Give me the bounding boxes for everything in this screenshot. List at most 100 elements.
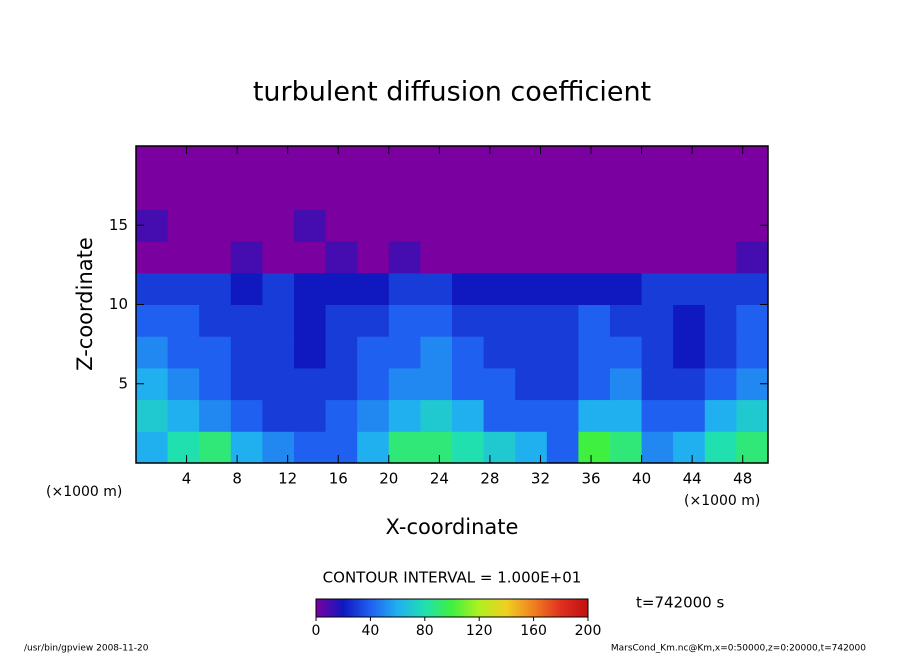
heat-cell [610,367,643,401]
x-tick-label: 48 [733,470,752,488]
heat-cell [357,367,390,401]
chart-title: turbulent diffusion coefficient [253,77,651,108]
heat-cell [199,367,232,401]
heat-cell [578,304,611,337]
footer-left: /usr/bin/gpview 2008-11-20 [24,644,149,654]
heat-cell [578,272,611,305]
heat-cell [388,336,421,369]
heat-cell [262,431,295,464]
heat-cell [325,272,358,305]
x-tick-label: 12 [278,470,297,488]
heat-cell [199,146,232,179]
heat-cell [515,399,548,432]
heat-cell [515,272,548,305]
heat-cell [641,336,674,369]
heat-cell [357,146,390,179]
heat-cell [136,399,169,432]
heat-cell [294,336,327,369]
heat-cell [294,272,327,305]
heat-cell [262,336,295,369]
heat-cell [483,146,516,179]
heat-cell [452,336,485,369]
heat-cell [357,177,390,210]
heat-cell [578,177,611,210]
heat-cell [388,177,421,210]
heat-cell [736,431,769,464]
heat-cell [610,146,643,179]
heat-cell [230,209,263,242]
heat-cell [420,209,453,242]
heat-cell [736,304,769,337]
heat-cell [483,304,516,337]
heat-cell [610,272,643,305]
heat-cell [736,272,769,305]
heat-cell [546,272,579,305]
heat-cell [262,177,295,210]
heat-cell [578,336,611,369]
heat-cell [704,209,737,242]
heat-cell [420,399,453,432]
heat-cell [546,336,579,369]
heat-cell [230,241,263,274]
heat-cell [325,431,358,464]
heat-cell [483,177,516,210]
heat-cell [546,146,579,179]
heat-cell [294,431,327,464]
heat-cell [546,241,579,274]
heat-cell [167,177,200,210]
y-axis-label: Z-coordinate [73,237,97,371]
heat-cell [515,304,548,337]
heat-cell [546,431,579,464]
heat-cell [262,399,295,432]
heat-cell [704,431,737,464]
heat-cell [262,146,295,179]
heat-cell [673,177,706,210]
x-tick-label: 36 [581,470,600,488]
heat-cell [483,336,516,369]
heat-cell [515,177,548,210]
heat-cell [357,241,390,274]
heat-cell [641,367,674,401]
heat-cell [167,367,200,401]
x-tick-label: 8 [232,470,242,488]
heat-cell [357,304,390,337]
heat-cell [325,304,358,337]
heat-cell [452,304,485,337]
heat-cell [325,209,358,242]
heat-cell [736,177,769,210]
heat-cell [641,399,674,432]
heat-cell [420,336,453,369]
heat-cell [452,241,485,274]
heat-cell [199,177,232,210]
heat-cell [230,304,263,337]
heat-cell [136,272,169,305]
heat-cell [704,272,737,305]
heat-cell [641,304,674,337]
heat-cell [515,209,548,242]
heat-cell [230,431,263,464]
colorbar-tick-label: 80 [416,623,434,639]
heat-cell [483,367,516,401]
colorbar-tick-label: 120 [466,623,493,639]
heat-cell [610,304,643,337]
heat-cell [325,177,358,210]
heat-cell [262,304,295,337]
y-tick-label: 10 [109,295,128,313]
heat-cell [546,367,579,401]
heat-cell [546,304,579,337]
heat-cell [704,399,737,432]
heat-cell [167,304,200,337]
heat-cell [199,399,232,432]
heat-cell [294,241,327,274]
heat-cell [546,209,579,242]
heat-cell [673,241,706,274]
heat-cell [167,399,200,432]
heat-cell [736,399,769,432]
heat-cell [325,336,358,369]
heat-cell [452,177,485,210]
heat-cell [515,431,548,464]
heat-cell [546,399,579,432]
heat-cell [546,177,579,210]
heat-cell [136,241,169,274]
